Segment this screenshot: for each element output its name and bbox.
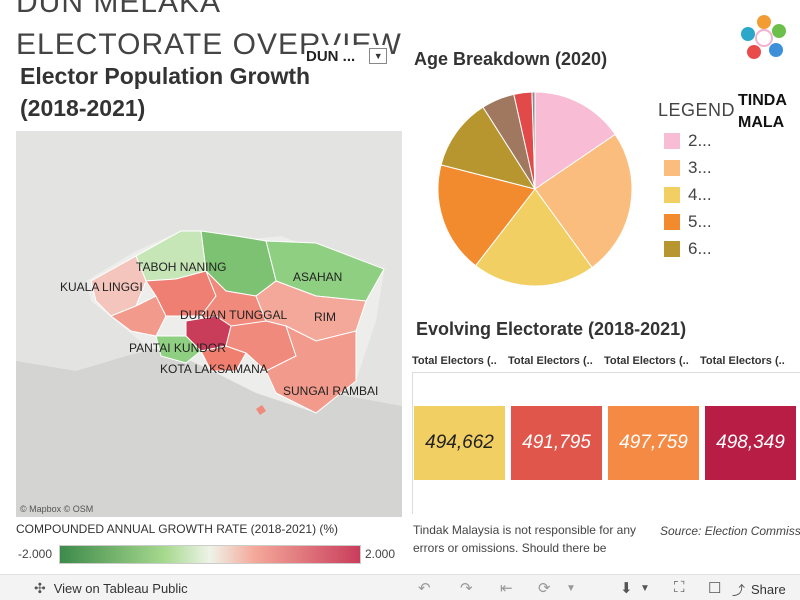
pie-legend-title: LEGEND [658, 100, 736, 120]
pie-legend: 2... 3... 4... 5... 6... [664, 127, 712, 262]
download-dropdown-icon[interactable]: ▼ [640, 583, 650, 594]
tableau-icon: ✣ [34, 580, 46, 596]
map-label-kuala-linggi: KUALA LINGGI [60, 280, 143, 294]
dashboard-title-line1: DUN MELAKA [16, 0, 222, 19]
electorate-value-1[interactable]: 494,662 [414, 406, 505, 480]
logo-text-line1: TINDA [738, 92, 787, 109]
tableau-toolbar: ✣ View on Tableau Public ↶ ↷ ⇤ ⟳ ▼ ⬇ ▼ ⛶… [0, 574, 800, 600]
logo-text: TINDA MALA [738, 90, 787, 134]
pie-slice-4[interactable] [437, 164, 536, 267]
pie-legend-swatch [664, 240, 680, 257]
pie-legend-label: 6... [688, 238, 712, 258]
age-breakdown-title: Age Breakdown (2020) [414, 49, 608, 69]
evolving-electorate-title: Evolving Electorate (2018-2021) [416, 319, 687, 339]
pie-legend-swatch [664, 213, 680, 230]
pie-legend-item[interactable]: 3... [664, 154, 712, 181]
pie-slice-5[interactable] [440, 106, 537, 190]
map-label-kota-laksamana: KOTA LAKSAMANA [160, 362, 268, 376]
download-icon[interactable]: ⬇ [620, 580, 633, 597]
pie-legend-swatch [664, 159, 680, 176]
pie-legend-label: 2... [688, 130, 712, 150]
chevron-down-icon[interactable]: ▼ [369, 48, 388, 64]
electorate-header-3: Total Electors (.. [604, 355, 689, 367]
map-region-kota-laksamana [200, 345, 247, 372]
tindak-malaysia-logo [741, 15, 786, 59]
pie-slice-2[interactable] [534, 133, 633, 269]
pie-legend-item[interactable]: 6... [664, 235, 712, 262]
refresh-icon[interactable]: ⟳ [538, 580, 551, 597]
electorate-header-4: Total Electors (.. [700, 355, 785, 367]
electorate-value-3[interactable]: 497,759 [608, 406, 699, 480]
electorate-value-2[interactable]: 491,795 [511, 406, 602, 480]
pie-legend-swatch [664, 132, 680, 149]
share-button[interactable]: ⤴ Share [732, 580, 786, 599]
revert-icon[interactable]: ⇤ [500, 580, 513, 597]
electorate-header-1: Total Electors (.. [412, 355, 497, 367]
map-region-pantai-kundor [155, 335, 202, 364]
full-screen-icon[interactable]: ⛶ [674, 579, 685, 596]
map-label-asahan: ASAHAN [293, 270, 342, 284]
growth-legend-max: 2.000 [365, 547, 396, 561]
growth-legend-title: COMPOUNDED ANNUAL GROWTH RATE (2018-2021… [16, 522, 339, 536]
pie-slice-1[interactable] [534, 91, 616, 190]
dun-filter[interactable]: DUN ... ▼ [306, 45, 388, 67]
map-region-sungai-rambai [265, 325, 357, 414]
electorate-table[interactable]: 494,662 491,795 497,759 498,349 [412, 372, 800, 514]
logo-text-line2: MALA [738, 114, 785, 131]
choropleth-map[interactable]: TABOH NANING ASAHAN KUALA LINGGI DURIAN … [16, 131, 402, 517]
map-label-pantai-kundor: PANTAI KUNDOR [129, 341, 226, 355]
share-icon: ⤴ [732, 583, 746, 598]
electorate-value-4[interactable]: 498,349 [705, 406, 796, 480]
pie-slice-3[interactable] [474, 188, 593, 287]
pie-legend-swatch [664, 186, 680, 203]
dashboard-title: DUN MELAKA ELECTORATE OVERVIEW [16, 0, 401, 61]
comment-icon[interactable]: ☐ [708, 580, 722, 597]
redo-icon[interactable]: ↷ [460, 580, 473, 597]
electorate-header-2: Total Electors (.. [508, 355, 593, 367]
electorate-headers: Total Electors (.. Total Electors (.. To… [412, 355, 800, 367]
map-label-sungai-rambai: SUNGAI RAMBAI [283, 384, 378, 398]
view-on-tableau-label: View on Tableau Public [53, 581, 188, 596]
undo-icon[interactable]: ↶ [418, 580, 431, 597]
share-label: Share [751, 582, 786, 597]
refresh-dropdown-icon[interactable]: ▼ [566, 583, 576, 594]
growth-legend-gradient [59, 545, 361, 564]
map-label-durian-tunggal: DURIAN TUNGGAL [180, 308, 287, 322]
growth-legend-min: -2.000 [18, 547, 53, 561]
map-attribution[interactable]: © Mapbox © OSM [20, 504, 94, 514]
pie-legend-item[interactable]: 5... [664, 208, 712, 235]
map-title: Elector Population Growth (2018-2021) [20, 63, 311, 121]
map-label-taboh-naning: TABOH NANING [136, 260, 226, 274]
map-label-rim: RIM [314, 310, 336, 324]
view-on-tableau-link[interactable]: ✣ View on Tableau Public [34, 580, 188, 597]
pie-legend-label: 3... [688, 157, 712, 177]
source-text: Source: Election Commission of Malaysia … [660, 524, 800, 538]
pie-legend-item[interactable]: 4... [664, 181, 712, 208]
map-region-island [256, 405, 266, 415]
pie-legend-label: 5... [688, 211, 712, 231]
pie-legend-label: 4... [688, 184, 712, 204]
pie-slice-8[interactable] [531, 91, 536, 190]
dun-filter-label: DUN ... [306, 47, 356, 65]
age-pie-chart[interactable] [436, 90, 634, 288]
disclaimer-text: Tindak Malaysia is not responsible for a… [413, 523, 636, 555]
pie-legend-item[interactable]: 2... [664, 127, 712, 154]
